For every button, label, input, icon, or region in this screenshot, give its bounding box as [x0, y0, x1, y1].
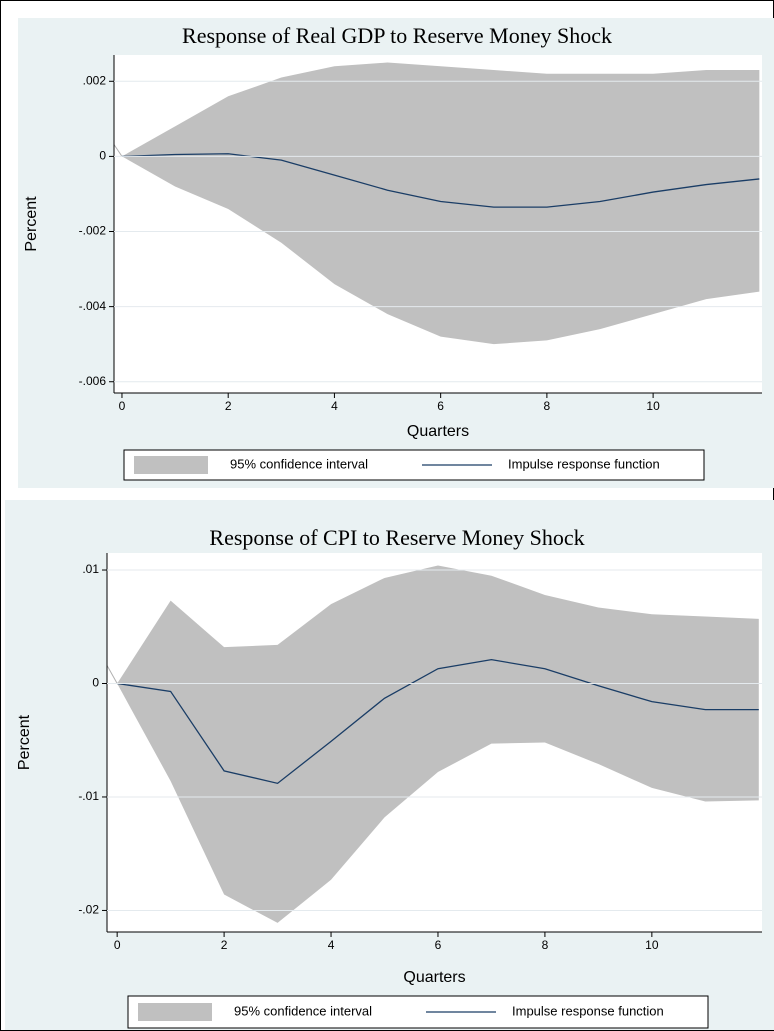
chart-title: Response of CPI to Reserve Money Shock — [209, 525, 584, 550]
y-tick-label: -.006 — [79, 374, 107, 388]
legend-label: 95% confidence interval — [234, 1003, 372, 1018]
x-tick-label: 6 — [435, 938, 442, 952]
x-tick-label: 2 — [221, 938, 228, 952]
x-tick-label: 8 — [542, 938, 549, 952]
x-tick-label: 2 — [225, 399, 232, 413]
x-tick-label: 10 — [646, 399, 660, 413]
x-tick-label: 4 — [328, 938, 335, 952]
y-tick-label: .002 — [83, 73, 107, 87]
x-tick-label: 4 — [331, 399, 338, 413]
chart-title: Response of Real GDP to Reserve Money Sh… — [182, 23, 612, 48]
x-tick-label: 6 — [437, 399, 444, 413]
y-tick-label: .01 — [82, 562, 99, 576]
x-tick-label: 0 — [114, 938, 121, 952]
legend-label: Impulse response function — [508, 456, 660, 471]
plot-content — [107, 565, 759, 923]
legend-swatch — [134, 456, 208, 474]
x-tick-label: 8 — [544, 399, 551, 413]
x-tick-label: 0 — [119, 399, 126, 413]
y-axis-label: Percent — [23, 196, 40, 252]
y-tick-label: 0 — [92, 676, 99, 690]
confidence-band — [117, 565, 759, 923]
legend-label: 95% confidence interval — [230, 456, 368, 471]
y-axis-label: Percent — [16, 714, 33, 770]
irf-line — [121, 153, 760, 208]
y-tick-label: -.02 — [78, 903, 99, 917]
y-tick-label: -.004 — [79, 299, 107, 313]
plot-content — [114, 62, 760, 345]
irf-line — [117, 659, 759, 785]
x-tick-label: 10 — [645, 938, 659, 952]
x-axis-label: Quarters — [403, 969, 465, 986]
legend-box — [127, 995, 709, 1029]
confidence-band — [121, 62, 760, 345]
legend-label: Impulse response function — [512, 1003, 664, 1018]
legend-box — [123, 449, 705, 481]
x-axis-label: Quarters — [407, 423, 469, 440]
y-tick-label: -.002 — [79, 224, 107, 238]
y-tick-label: -.01 — [78, 789, 99, 803]
legend-swatch — [138, 1003, 212, 1021]
y-tick-label: 0 — [99, 149, 106, 163]
